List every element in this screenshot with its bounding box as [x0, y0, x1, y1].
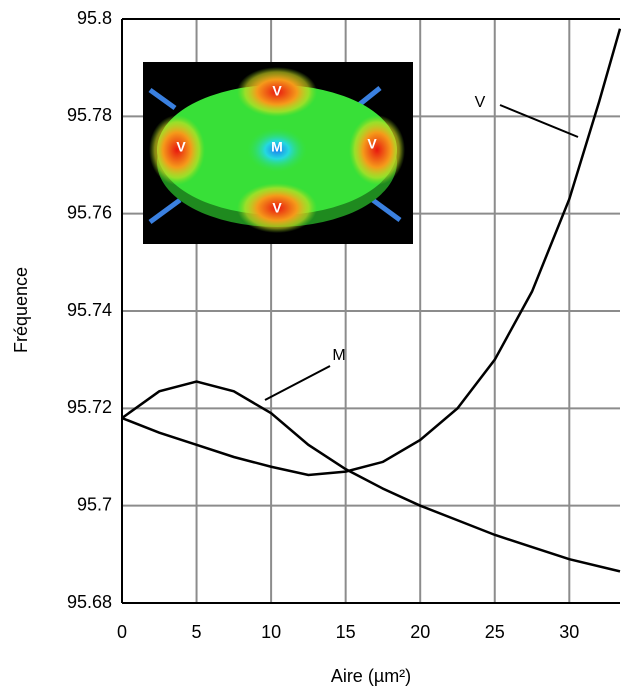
line-series: [121, 28, 621, 477]
x-axis-label: Aire (µm²): [331, 666, 411, 686]
y-tick-label: 95.7: [77, 494, 112, 514]
x-tick-label: 15: [336, 622, 356, 642]
y-tick-label: 95.76: [67, 202, 112, 222]
inset-label: V: [367, 136, 377, 152]
inset-label: V: [272, 83, 282, 99]
x-tick-label: 30: [559, 622, 579, 642]
x-tick-label: 25: [485, 622, 505, 642]
inset-label: V: [176, 139, 186, 155]
y-axis-label: Fréquence: [11, 267, 31, 353]
x-tick-label: 20: [410, 622, 430, 642]
y-tick-label: 95.74: [67, 300, 112, 320]
y-tick-label: 95.68: [67, 592, 112, 612]
inset-label: M: [271, 139, 283, 155]
x-tick-label: 10: [261, 622, 281, 642]
series-label: V: [475, 94, 486, 111]
leader-line: [264, 365, 331, 401]
inset-image: V V M V V: [143, 62, 413, 244]
series-label: M: [332, 347, 345, 364]
line-series: [121, 380, 621, 573]
y-tick-label: 95.8: [77, 8, 112, 28]
leader-line: [499, 104, 579, 138]
y-tick-label: 95.78: [67, 105, 112, 125]
x-tick-label: 5: [192, 622, 202, 642]
x-tick-label: 0: [117, 622, 127, 642]
inset-label: V: [272, 200, 282, 216]
y-tick-label: 95.72: [67, 397, 112, 417]
